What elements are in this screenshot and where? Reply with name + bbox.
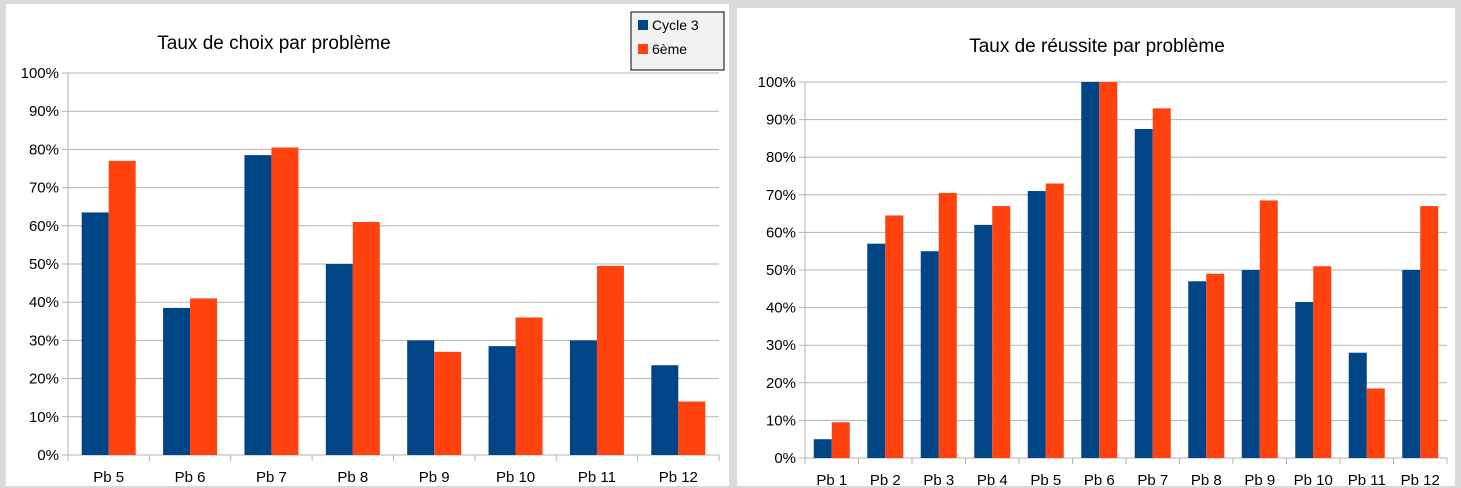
bar-6eme-pb2 (885, 215, 904, 458)
x-tick-label: Pb 9 (419, 469, 450, 486)
x-tick-label: Pb 10 (496, 469, 535, 486)
y-tick-label: 20% (29, 371, 59, 388)
y-tick-label: 50% (766, 262, 796, 279)
bar-cycle3-pb5 (1027, 191, 1046, 459)
y-tick-label: 40% (29, 294, 59, 311)
bar-6eme-pb1 (831, 422, 850, 458)
bar-cycle3-pb7 (244, 155, 272, 455)
x-tick-label: Pb 6 (175, 469, 206, 486)
x-tick-label: Pb 5 (1030, 472, 1061, 488)
x-tick-label: Pb 6 (1084, 472, 1115, 488)
legend-label-6eme: 6ème (652, 41, 687, 57)
legend-swatch-6eme (638, 44, 648, 54)
bar-cycle3-pb9 (407, 340, 435, 455)
y-tick-label: 30% (29, 332, 59, 349)
x-tick-label: Pb 9 (1244, 472, 1275, 488)
x-tick-label: Pb 10 (1294, 472, 1333, 488)
x-tick-label: Pb 12 (659, 469, 698, 486)
bar-cycle3-pb5 (81, 212, 109, 455)
y-tick-label: 60% (29, 218, 59, 235)
bar-cycle3-pb11 (1348, 352, 1367, 458)
bar-6eme-pb12 (678, 401, 706, 455)
y-tick-label: 80% (29, 141, 59, 158)
bar-cycle3-pb1 (813, 439, 832, 458)
x-tick-label: Pb 11 (1348, 472, 1386, 488)
x-tick-label: Pb 1 (816, 472, 847, 488)
bar-6eme-pb12 (1420, 206, 1439, 458)
chart-panel-choix: Taux de choix par problème 0% 10% 20% 30% 40… (6, 4, 729, 486)
bar-6eme-pb10 (515, 317, 543, 455)
bar-6eme-pb9 (434, 351, 462, 455)
chart-reussite: Taux de réussite par problème 0% 10% 20% 30… (758, 36, 1448, 488)
chart-plot-area: 0% 10% 20% 30% 40% 50% 60% 70% 80% 90% 100% Pb 1 Pb … (758, 74, 1448, 488)
chart-title: Taux de réussite par problème (969, 36, 1225, 57)
bar-6eme-pb11 (596, 265, 624, 455)
x-tick-label: Pb 8 (337, 469, 368, 486)
x-tick-label: Pb 7 (1137, 472, 1168, 488)
bar-cycle3-pb4 (974, 224, 993, 458)
bar-cycle3-pb8 (325, 264, 353, 455)
bar-6eme-pb10 (1313, 266, 1332, 458)
bar-cycle3-pb6 (163, 307, 191, 455)
y-tick-label: 60% (766, 224, 796, 241)
bar-6eme-pb4 (992, 206, 1011, 458)
chart-choix: Taux de choix par problème 0% 10% 20% 30% 40… (21, 11, 725, 486)
bar-6eme-pb5 (1045, 183, 1064, 458)
bar-cycle3-pb9 (1241, 270, 1260, 458)
y-tick-label: 20% (766, 375, 796, 392)
y-tick-label: 0% (37, 447, 59, 464)
y-tick-label: 90% (766, 112, 796, 129)
x-tick-label: Pb 7 (256, 469, 287, 486)
x-tick-label: Pb 11 (578, 469, 616, 486)
x-tick-label: Pb 4 (977, 472, 1008, 488)
bar-6eme-pb6 (1099, 82, 1118, 458)
legend-label-cycle3: Cycle 3 (652, 17, 699, 33)
bar-cycle3-pb10 (488, 346, 516, 455)
y-tick-label: 80% (766, 149, 796, 166)
bar-cycle3-pb12 (1402, 270, 1421, 458)
bar-6eme-pb6 (190, 298, 218, 455)
bar-cycle3-pb3 (920, 251, 939, 458)
bar-6eme-pb11 (1366, 388, 1385, 458)
y-tick-label: 0% (774, 450, 796, 467)
y-tick-label: 10% (766, 412, 796, 429)
bar-6eme-pb9 (1259, 200, 1278, 458)
bar-cycle3-pb7 (1134, 129, 1153, 458)
bar-6eme-pb5 (108, 160, 136, 456)
bar-6eme-pb8 (352, 221, 380, 455)
bar-cycle3-pb8 (1188, 281, 1207, 458)
bar-cycle3-pb12 (651, 365, 679, 455)
chart-plot-area: 0% 10% 20% 30% 40% 50% 60% 70% 80% 90% 100% Pb 5 Pb … (21, 65, 720, 486)
bar-cycle3-pb11 (569, 340, 597, 455)
bar-cycle3-pb6 (1081, 82, 1100, 458)
y-tick-label: 50% (29, 256, 59, 273)
chart-title: Taux de choix par problème (157, 33, 390, 54)
y-tick-label: 30% (766, 337, 796, 354)
y-tick-label: 70% (29, 180, 59, 197)
legend: Cycle 3 6ème (630, 11, 725, 71)
bar-6eme-pb8 (1206, 273, 1225, 458)
x-tick-label: Pb 12 (1401, 472, 1440, 488)
x-tick-label: Pb 8 (1191, 472, 1222, 488)
x-tick-label: Pb 2 (870, 472, 901, 488)
x-tick-label: Pb 5 (93, 469, 124, 486)
y-tick-label: 100% (21, 65, 59, 82)
bar-6eme-pb3 (938, 192, 957, 459)
legend-swatch-cycle3 (638, 20, 648, 30)
y-tick-label: 70% (766, 187, 796, 204)
x-tick-label: Pb 3 (923, 472, 954, 488)
y-tick-label: 10% (29, 409, 59, 426)
bar-6eme-pb7 (1152, 108, 1171, 458)
y-tick-label: 90% (29, 103, 59, 120)
bar-cycle3-pb2 (867, 243, 886, 458)
bar-cycle3-pb10 (1295, 301, 1314, 458)
chart-panel-reussite: Taux de réussite par problème 0% 10% 20% 30… (737, 8, 1455, 488)
y-tick-label: 100% (758, 74, 796, 91)
y-tick-label: 40% (766, 300, 796, 317)
bar-6eme-pb7 (271, 147, 299, 456)
